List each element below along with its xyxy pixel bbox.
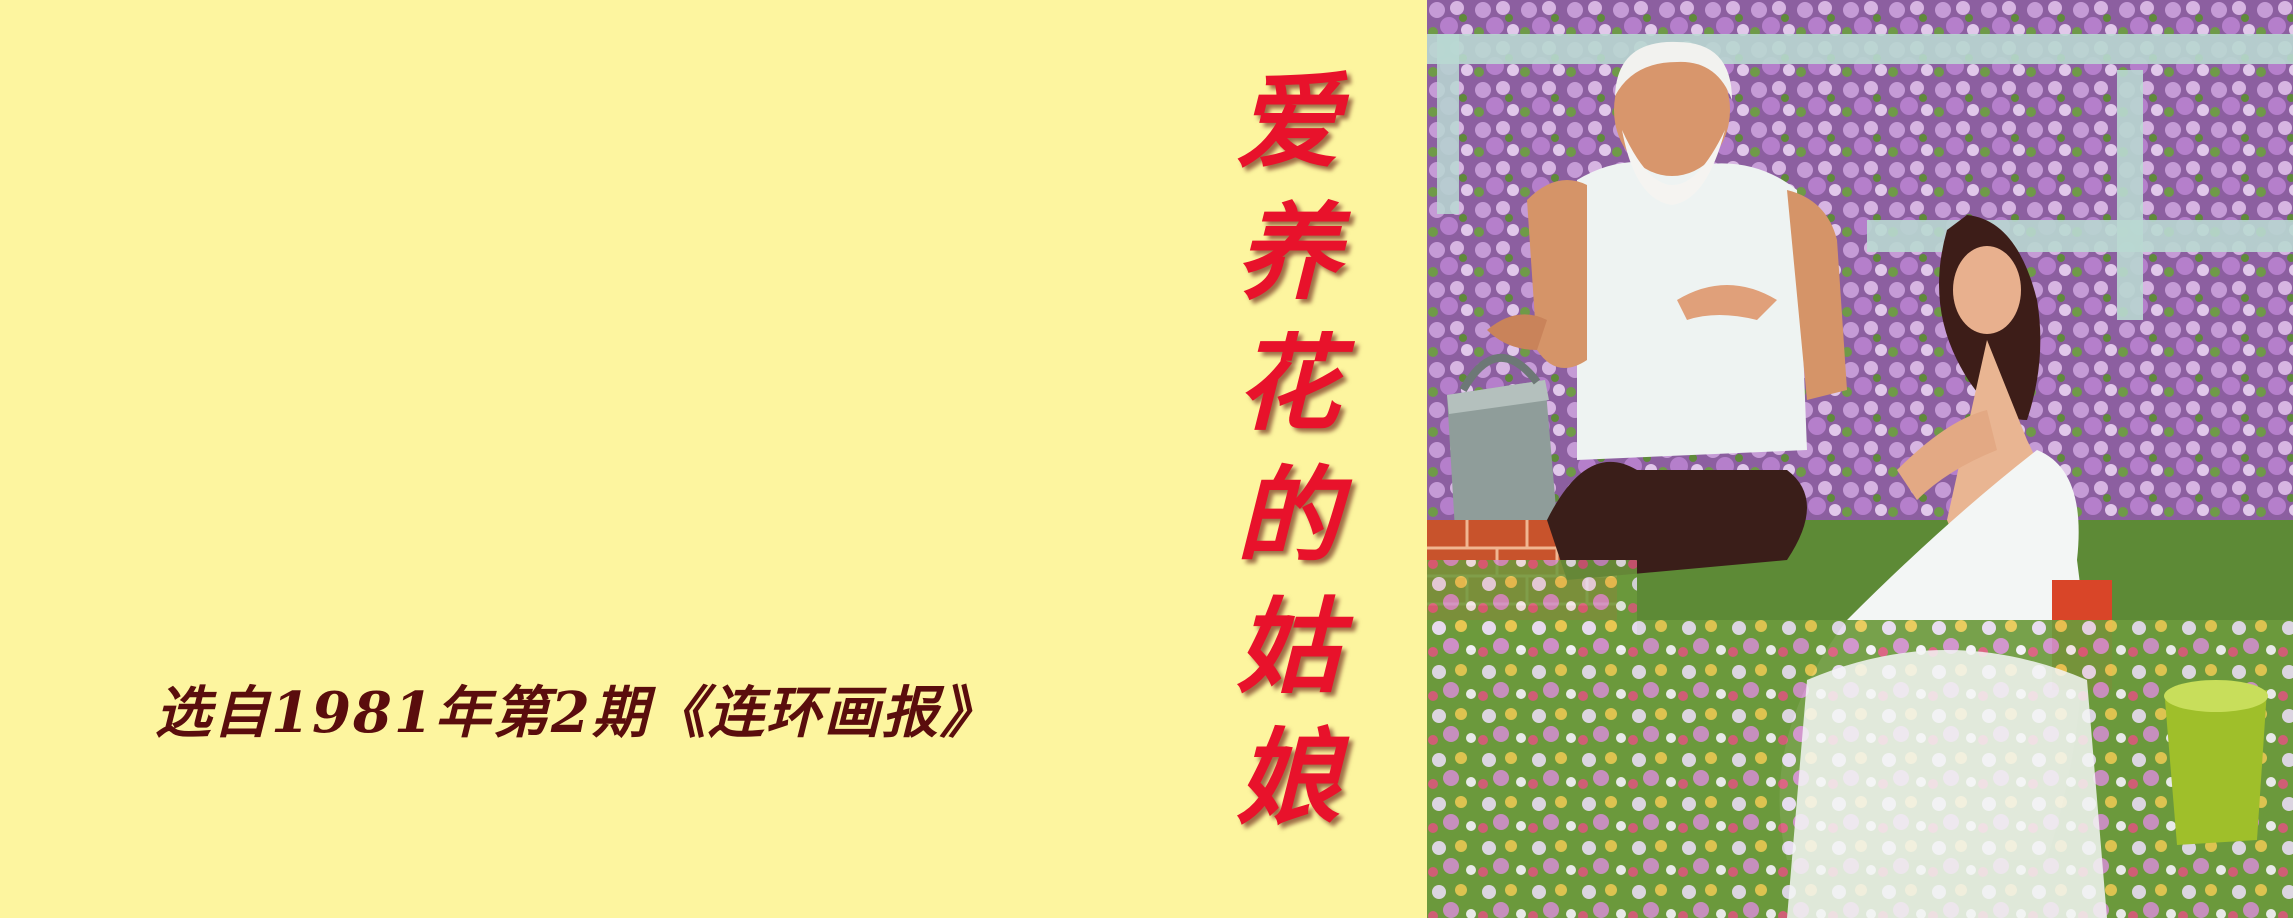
source-caption: 选自1981年第2期《连环画报》 (155, 680, 998, 746)
vertical-title: 爱 养 花 的 姑 娘 (1228, 70, 1348, 830)
title-char-5: 姑 (1235, 584, 1340, 708)
garden-fence (1427, 34, 2293, 320)
illustration-painting (1427, 0, 2293, 918)
old-man-figure (1487, 41, 1847, 580)
title-char-6: 娘 (1235, 715, 1340, 839)
painting-artwork (1427, 0, 2293, 918)
title-char-4: 的 (1235, 453, 1340, 577)
title-char-2: 养 (1235, 191, 1340, 315)
title-char-3: 花 (1235, 322, 1340, 446)
green-bucket (2164, 680, 2268, 845)
watering-can (1447, 353, 1557, 530)
title-char-1: 爱 (1235, 60, 1340, 183)
